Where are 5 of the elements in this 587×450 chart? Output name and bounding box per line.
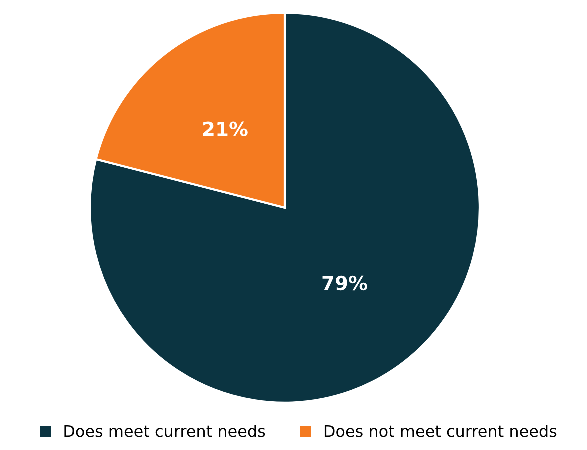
pie-slice (88, 12, 482, 404)
data-label: 21% (204, 122, 248, 137)
legend-label: Does meet current needs (64, 424, 266, 438)
data-label: 79% (322, 276, 368, 291)
legend-label: Does not meet current needs (324, 424, 557, 438)
